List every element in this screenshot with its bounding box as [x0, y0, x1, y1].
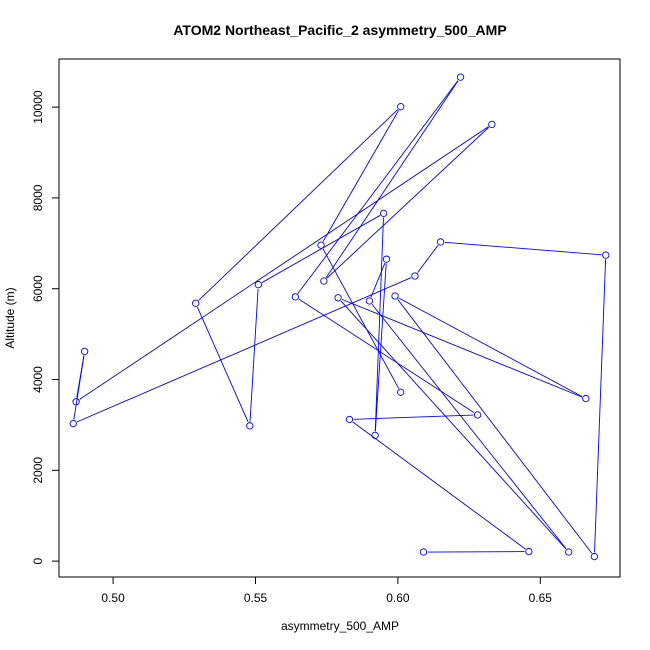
y-axis: 0 2000 4000 6000 8000 10000 — [31, 90, 60, 564]
series-segment — [198, 109, 399, 301]
series-segment — [417, 245, 439, 273]
x-tick-label: 0.60 — [386, 591, 410, 605]
data-point — [436, 238, 445, 246]
data-point — [391, 292, 399, 300]
y-tick-label: 2000 — [31, 457, 45, 484]
chart-title: ATOM2 Northeast_Pacific_2 asymmetry_500_… — [173, 22, 506, 38]
y-tick-label: 4000 — [31, 366, 45, 393]
data-point — [72, 398, 80, 406]
data-point — [565, 548, 573, 556]
y-tick-label: 0 — [31, 557, 45, 564]
data-point — [379, 209, 388, 218]
x-tick-label: 0.50 — [101, 591, 125, 605]
data-point — [291, 293, 300, 301]
y-tick-label: 6000 — [31, 275, 45, 302]
x-tick-label: 0.65 — [529, 591, 553, 605]
series-segment — [397, 299, 593, 554]
data-point — [525, 547, 533, 556]
series-segment — [371, 303, 567, 550]
data-point — [582, 394, 590, 403]
data-point — [192, 299, 200, 307]
data-point — [397, 103, 405, 111]
series-segment — [322, 110, 400, 242]
series-segment — [398, 297, 583, 397]
series-segment — [353, 414, 474, 420]
x-axis: 0.50 0.55 0.60 0.65 — [101, 576, 553, 605]
series-segment — [444, 241, 602, 256]
data-point — [602, 251, 610, 259]
series-segment — [325, 80, 459, 278]
series-segment — [370, 262, 386, 298]
series-segment — [594, 259, 607, 553]
series-segment — [261, 215, 381, 283]
data-point — [473, 411, 482, 419]
data-point — [246, 422, 254, 430]
data-point — [590, 552, 599, 561]
series-segment — [374, 217, 384, 432]
y-tick-label: 10000 — [31, 90, 45, 124]
data-point — [411, 272, 419, 280]
data-point — [419, 548, 428, 556]
series-segment — [322, 248, 400, 389]
series-segment — [297, 80, 459, 294]
series-layer — [69, 73, 610, 561]
x-axis-label: asymmetry_500_AMP — [281, 619, 399, 633]
series-segment — [79, 126, 489, 400]
data-point — [334, 294, 342, 302]
plot-frame — [58, 58, 621, 578]
data-point — [317, 241, 325, 249]
data-point — [397, 388, 405, 396]
data-point — [488, 120, 496, 129]
data-point — [345, 415, 354, 424]
x-tick-label: 0.55 — [244, 591, 268, 605]
data-point — [382, 255, 391, 263]
y-axis-label: Altitude (m) — [3, 287, 17, 348]
data-point — [365, 297, 374, 305]
series-segment — [341, 298, 583, 398]
series-segment — [298, 298, 475, 414]
data-point — [320, 277, 328, 285]
series-segment — [374, 263, 387, 432]
data-point — [456, 73, 465, 81]
data-point — [69, 419, 77, 428]
series-segment — [352, 421, 526, 550]
series-segment — [196, 306, 249, 423]
series-segment — [249, 288, 259, 422]
data-point — [254, 280, 262, 289]
series-segment — [340, 300, 567, 550]
data-point — [371, 431, 379, 440]
series-segment — [326, 126, 490, 279]
y-tick-label: 8000 — [31, 184, 45, 211]
data-point — [80, 347, 89, 356]
series-segment — [73, 355, 85, 420]
series-segment — [76, 277, 412, 423]
